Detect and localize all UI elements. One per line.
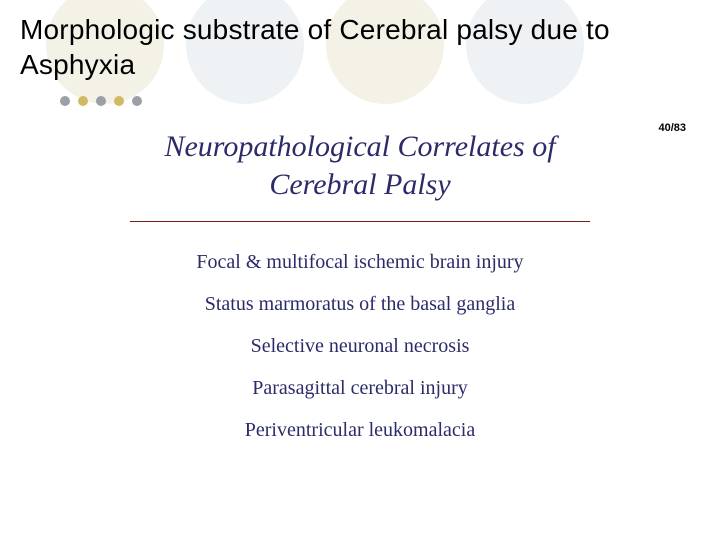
list-item: Selective neuronal necrosis xyxy=(0,336,720,356)
page-counter: 40/83 xyxy=(658,122,686,134)
content-heading-line2: Cerebral Palsy xyxy=(269,168,450,201)
slide-title: Morphologic substrate of Cerebral palsy … xyxy=(0,0,720,82)
list-item: Focal & multifocal ischemic brain injury xyxy=(0,252,720,272)
content-area: Neuropathological Correlates of Cerebral… xyxy=(0,128,720,440)
list-item: Status marmoratus of the basal ganglia xyxy=(0,294,720,314)
list-item: Periventricular leukomalacia xyxy=(0,420,720,440)
divider-rule xyxy=(130,221,590,222)
correlates-list: Focal & multifocal ischemic brain injury… xyxy=(0,252,720,440)
slide: Morphologic substrate of Cerebral palsy … xyxy=(0,0,720,540)
content-heading: Neuropathological Correlates of Cerebral… xyxy=(0,128,720,203)
list-item: Parasagittal cerebral injury xyxy=(0,378,720,398)
content-heading-line1: Neuropathological Correlates of xyxy=(164,130,555,163)
